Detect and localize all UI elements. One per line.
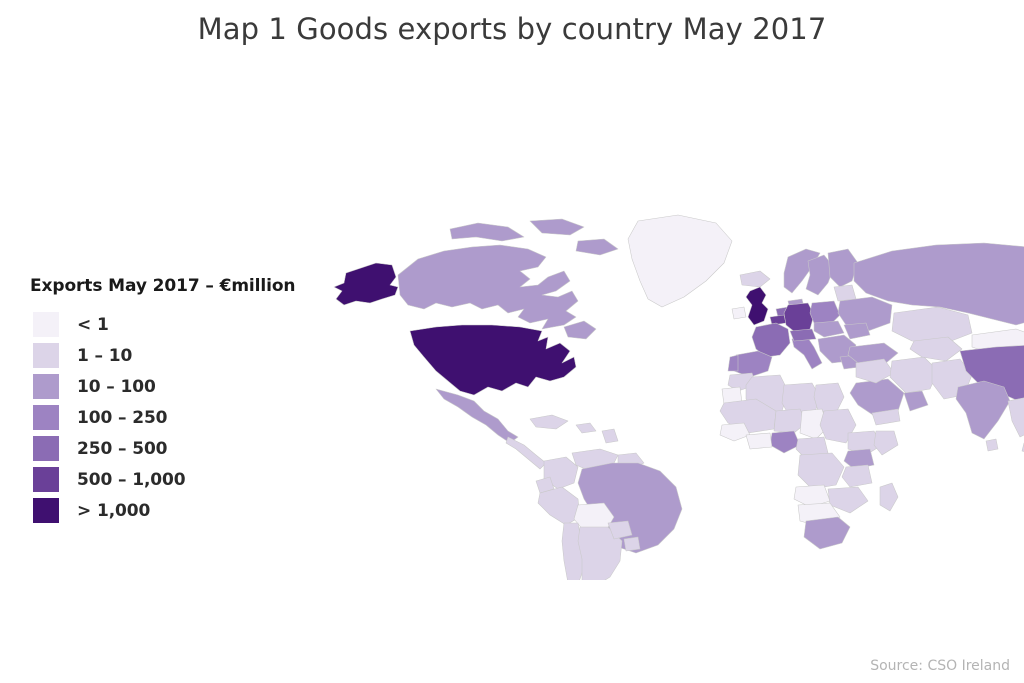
region-russia (854, 243, 1024, 325)
region-united-kingdom (746, 287, 768, 325)
legend-swatch (33, 498, 59, 523)
legend-item-label: > 1,000 (77, 500, 151, 521)
region-switzerland-austria (790, 329, 816, 341)
region-india (956, 381, 1010, 439)
region-south-africa (804, 517, 850, 549)
region-central-america (506, 437, 546, 469)
region-iraq-syria (856, 359, 894, 383)
legend-item-1-10: 1 – 10 (30, 340, 360, 371)
region-spain (734, 351, 772, 377)
region-portugal (728, 355, 738, 371)
world-map-svg (332, 205, 1024, 580)
region-caribbean (530, 415, 618, 443)
legend-item-label: 10 – 100 (77, 376, 156, 397)
legend-item-500-1000: 500 – 1,000 (30, 464, 360, 495)
region-iceland (740, 271, 770, 287)
region-zambia-mozambique (828, 487, 868, 513)
region-nigeria (770, 431, 800, 453)
region-uae-oman (904, 391, 928, 411)
region-alaska (334, 263, 398, 305)
region-ireland (732, 307, 746, 319)
source-attribution: Source: CSO Ireland (870, 658, 1010, 674)
region-ghana-ivory-coast (746, 433, 772, 449)
region-ethiopia (848, 431, 882, 455)
legend-swatch (33, 436, 59, 461)
region-baltics (834, 285, 856, 301)
region-uruguay (624, 537, 640, 551)
legend-item-label: < 1 (77, 314, 109, 335)
region-somalia (874, 431, 898, 455)
region-canada-east (564, 321, 596, 339)
region-paraguay (608, 521, 632, 539)
region-sudan (820, 409, 856, 443)
region-central-asia (910, 337, 962, 361)
region-madagascar (880, 483, 898, 511)
legend-item-gt-1000: > 1,000 (30, 495, 360, 526)
legend-item-250-500: 250 – 500 (30, 433, 360, 464)
legend-item-100-250: 100 – 250 (30, 402, 360, 433)
region-romania (844, 323, 870, 339)
region-dr-congo (798, 453, 844, 489)
region-czech-slovakia-hungary (814, 321, 844, 337)
legend-item-lt-1: < 1 (30, 309, 360, 340)
legend-title: Exports May 2017 – €million (30, 276, 296, 296)
region-peru (538, 487, 580, 525)
region-belarus-ukraine (838, 297, 892, 331)
region-tanzania (842, 465, 872, 487)
region-canada (398, 219, 618, 329)
legend-swatch (33, 467, 59, 492)
legend-swatch (33, 405, 59, 430)
legend-item-label: 250 – 500 (77, 438, 168, 459)
legend-swatch (33, 312, 59, 337)
region-germany (784, 303, 814, 333)
region-sri-lanka (986, 439, 998, 451)
region-france (752, 323, 790, 357)
region-sweden (806, 255, 834, 295)
legend-item-label: 500 – 1,000 (77, 469, 186, 490)
legend-item-label: 1 – 10 (77, 345, 133, 366)
region-kazakhstan (892, 307, 972, 343)
region-west-africa-coast (720, 423, 750, 441)
region-chad (800, 409, 828, 439)
world-choropleth-map (332, 205, 1024, 580)
region-greenland (628, 215, 732, 307)
legend-item-10-100: 10 – 100 (30, 371, 360, 402)
region-united-states (410, 325, 576, 395)
legend-item-label: 100 – 250 (77, 407, 168, 428)
legend-swatch (33, 374, 59, 399)
region-niger (774, 409, 806, 433)
legend: Exports May 2017 – €million < 1 1 – 10 1… (30, 276, 360, 526)
region-finland (828, 249, 858, 287)
region-egypt (814, 383, 844, 413)
legend-swatch (33, 343, 59, 368)
region-yemen (872, 409, 900, 425)
page-title: Map 1 Goods exports by country May 2017 (197, 12, 827, 46)
region-mexico (436, 389, 518, 443)
region-myanmar-thailand (1008, 397, 1024, 437)
